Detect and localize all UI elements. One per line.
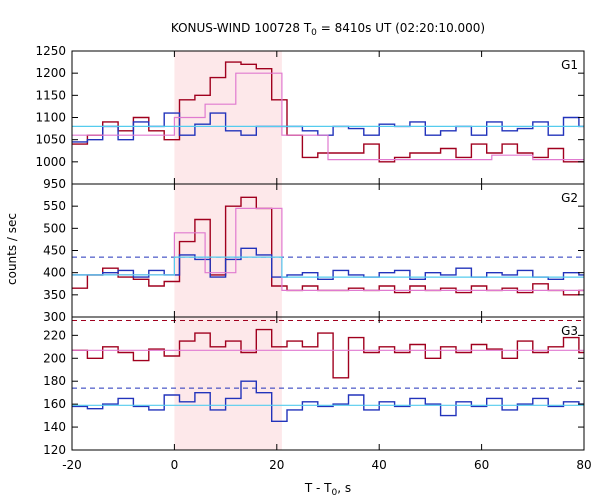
panel-g2: 300 350 400 450 500 550 G2 (43, 183, 585, 324)
x-tick-label: 80 (576, 458, 591, 472)
panel-label: G1 (561, 58, 578, 72)
y-tick-label: 950 (43, 177, 66, 191)
series-blue-g3 (72, 380, 584, 422)
x-axis-label: T - T0, s (304, 481, 351, 498)
y-tick-label: 1000 (35, 155, 66, 169)
series-pink-g1 (72, 72, 584, 161)
y-tick-label: 1050 (35, 133, 66, 147)
y-axis-label: counts / sec (5, 213, 19, 285)
panel-frame (71, 316, 585, 451)
y-tick-label: 500 (43, 221, 66, 235)
plot-layer: 950100010501100115012001250G130035040045… (35, 44, 591, 472)
y-tick-label: 180 (43, 374, 66, 388)
y-tick-label: 120 (43, 443, 66, 457)
x-tick-label: 40 (372, 458, 387, 472)
y-tick-label: 350 (43, 288, 66, 302)
y-tick-label: 200 (43, 351, 66, 365)
y-tick-label: 160 (43, 397, 66, 411)
chart-title: KONUS-WIND 100728 T0 = 8410s UT (02:20:1… (171, 21, 485, 38)
chart-title-subscript: 0 (311, 28, 317, 38)
panel-label: G2 (561, 191, 578, 205)
panel-frame (71, 183, 585, 318)
panel-g3: 120 140 160 180 200 220 G3 (43, 316, 585, 457)
y-tick-label: 550 (43, 199, 66, 213)
series-red-g3 (72, 328, 584, 379)
y-tick-label: 220 (43, 328, 66, 342)
shaded-interval (174, 51, 282, 450)
series-red-g2 (72, 196, 584, 296)
y-tick-label: 1100 (35, 111, 66, 125)
y-tick-label: 1250 (35, 44, 66, 58)
panel-label: G3 (561, 324, 578, 338)
y-tick-label: 450 (43, 244, 66, 258)
y-tick-label: 400 (43, 266, 66, 280)
x-tick-label: -20 (62, 458, 82, 472)
panel-g1: 950 1000 1050 1100 1150 1200 1250 G1 (35, 44, 585, 191)
x-tick-label: 0 (171, 458, 179, 472)
series-red-g1 (72, 61, 584, 163)
x-tick-label: 20 (269, 458, 284, 472)
y-tick-label: 140 (43, 420, 66, 434)
series-pink-g2 (72, 207, 584, 291)
y-tick-label: 1150 (35, 88, 66, 102)
x-axis-label-subscript: 0 (332, 488, 338, 498)
y-tick-label: 1200 (35, 66, 66, 80)
y-tick-label: 300 (43, 310, 66, 324)
x-tick-label: 60 (474, 458, 489, 472)
series-cyan-g2 (72, 256, 584, 278)
